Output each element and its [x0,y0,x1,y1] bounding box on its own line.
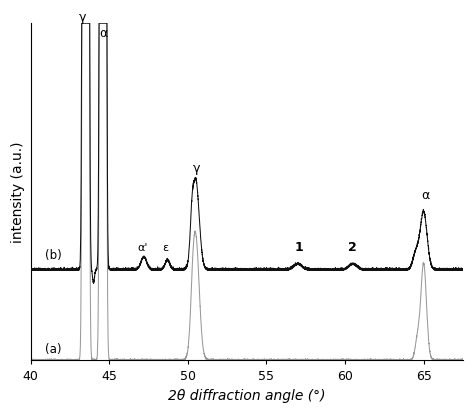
Text: α: α [100,27,108,40]
Text: α': α' [137,242,148,252]
X-axis label: 2θ diffraction angle (°): 2θ diffraction angle (°) [168,388,326,402]
Text: γ: γ [193,161,200,174]
Text: α: α [421,189,429,202]
Y-axis label: intensity (a.u.): intensity (a.u.) [11,142,25,243]
Text: γ: γ [79,11,86,24]
Text: (b): (b) [45,248,62,261]
Text: 2: 2 [348,240,357,253]
Text: ε: ε [162,242,168,252]
Text: (a): (a) [45,342,61,356]
Text: 1: 1 [295,240,303,253]
